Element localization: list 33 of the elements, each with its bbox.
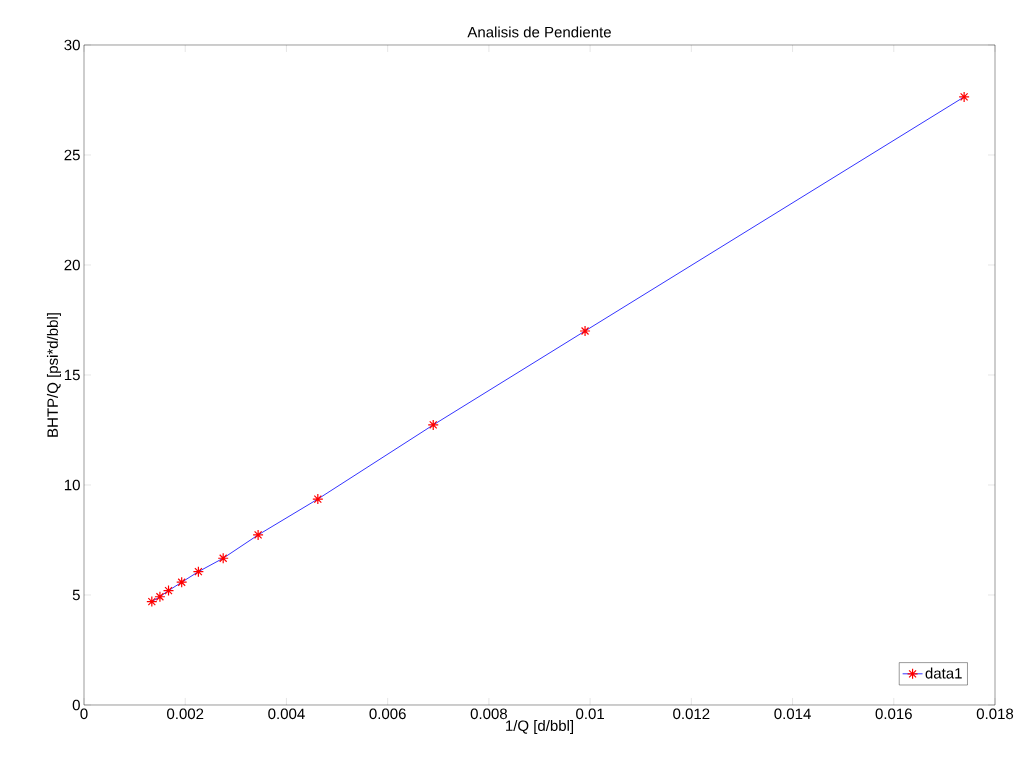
x-tick-label: 0.012 (673, 708, 710, 720)
x-tick-label: 0.002 (167, 708, 204, 720)
x-tick-label: 0.01 (576, 708, 604, 720)
y-tick-label: 0 (72, 699, 80, 711)
x-tick-label: 0.004 (268, 708, 305, 720)
point (217, 552, 229, 564)
y-tick-label: 30 (64, 39, 80, 51)
y-tick-label: 5 (72, 589, 80, 601)
legend-label: data1 (925, 667, 962, 679)
point (579, 325, 591, 337)
x-tick-label: 0.008 (470, 708, 507, 720)
x-tick-label: 0.016 (875, 708, 912, 720)
y-tick-label: 10 (64, 479, 80, 491)
point (427, 419, 439, 431)
point (154, 591, 166, 603)
x-tick-label: 0.018 (976, 708, 1014, 720)
y-axis-title: BHTP/Q [psi*d/bbl] (46, 313, 61, 437)
point (312, 493, 324, 505)
point (192, 566, 204, 578)
x-tick-label: 0 (80, 708, 88, 720)
y-tick-label: 20 (64, 259, 80, 271)
point (146, 595, 158, 608)
point (252, 529, 264, 541)
y-tick-label: 15 (64, 369, 80, 381)
chart-title: Analisis de Pendiente (467, 26, 611, 38)
point (176, 576, 188, 588)
y-tick-label: 25 (64, 149, 80, 161)
line-series (151, 96, 965, 602)
x-tick-label: 0.014 (774, 708, 811, 720)
x-axis-title: 1/Q [d/bbl] (506, 720, 574, 734)
point (958, 91, 970, 103)
point (162, 584, 175, 597)
x-tick-label: 0.006 (369, 708, 406, 720)
